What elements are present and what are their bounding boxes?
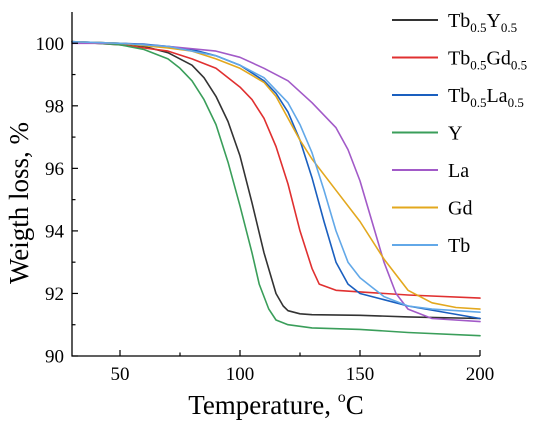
plot-series-group xyxy=(71,40,481,337)
legend-label-0: Tb0.5Y0.5 xyxy=(448,10,517,35)
y-tick-label: 94 xyxy=(45,221,65,242)
x-axis-title-unit-sup: o xyxy=(338,389,346,406)
legend-label-5: Gd xyxy=(448,198,472,220)
legend: Tb0.5Y0.5 Tb0.5Gd0.5 Tb0.5La0.5 Y La Gd Tb xyxy=(392,10,527,257)
x-axis-title-unit: C xyxy=(346,390,364,420)
y-tick-label: 96 xyxy=(45,159,64,180)
x-axis-title: Temperature, oC xyxy=(188,389,364,420)
y-tick-label: 98 xyxy=(45,96,64,117)
y-tick-label: 90 xyxy=(45,347,64,368)
y-tick-label: 100 xyxy=(36,34,65,55)
legend-label-1: Tb0.5Gd0.5 xyxy=(448,48,527,73)
x-tick-label: 200 xyxy=(466,364,495,385)
y-tick-label: 92 xyxy=(45,284,64,305)
series-line-5 xyxy=(71,40,481,310)
legend-label-3: Y xyxy=(448,123,462,145)
legend-label-6: Tb xyxy=(448,235,470,257)
y-axis-title: Weigth loss, % xyxy=(4,122,34,284)
axes-group: 50 100 150 200 90 92 94 96 98 100 xyxy=(36,12,495,385)
legend-label-4: La xyxy=(448,160,469,182)
series-line-0 xyxy=(71,40,481,320)
series-line-2 xyxy=(71,40,481,320)
series-line-1 xyxy=(71,40,481,299)
legend-label-2: Tb0.5La0.5 xyxy=(448,85,524,110)
series-line-3 xyxy=(71,40,481,337)
axis-frame xyxy=(71,12,480,357)
x-axis-title-text: Temperature, xyxy=(188,390,338,420)
series-line-6 xyxy=(71,40,481,313)
x-tick-label: 150 xyxy=(346,364,375,385)
x-tick-label: 50 xyxy=(111,364,130,385)
series-line-4 xyxy=(71,42,481,323)
x-tick-label: 100 xyxy=(226,364,255,385)
